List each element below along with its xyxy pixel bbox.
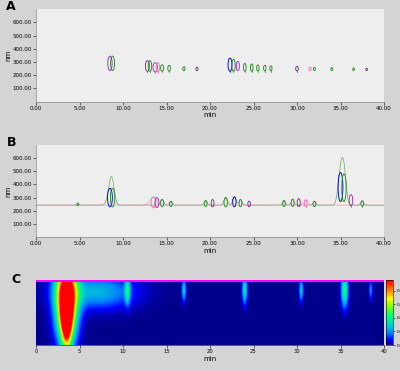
X-axis label: min: min	[203, 248, 217, 254]
Text: A: A	[6, 0, 16, 13]
Y-axis label: nm: nm	[5, 50, 11, 61]
X-axis label: min: min	[203, 355, 217, 362]
Y-axis label: nm: nm	[5, 186, 11, 197]
X-axis label: min: min	[203, 112, 217, 118]
Text: C: C	[12, 273, 21, 286]
Text: B: B	[6, 135, 16, 149]
